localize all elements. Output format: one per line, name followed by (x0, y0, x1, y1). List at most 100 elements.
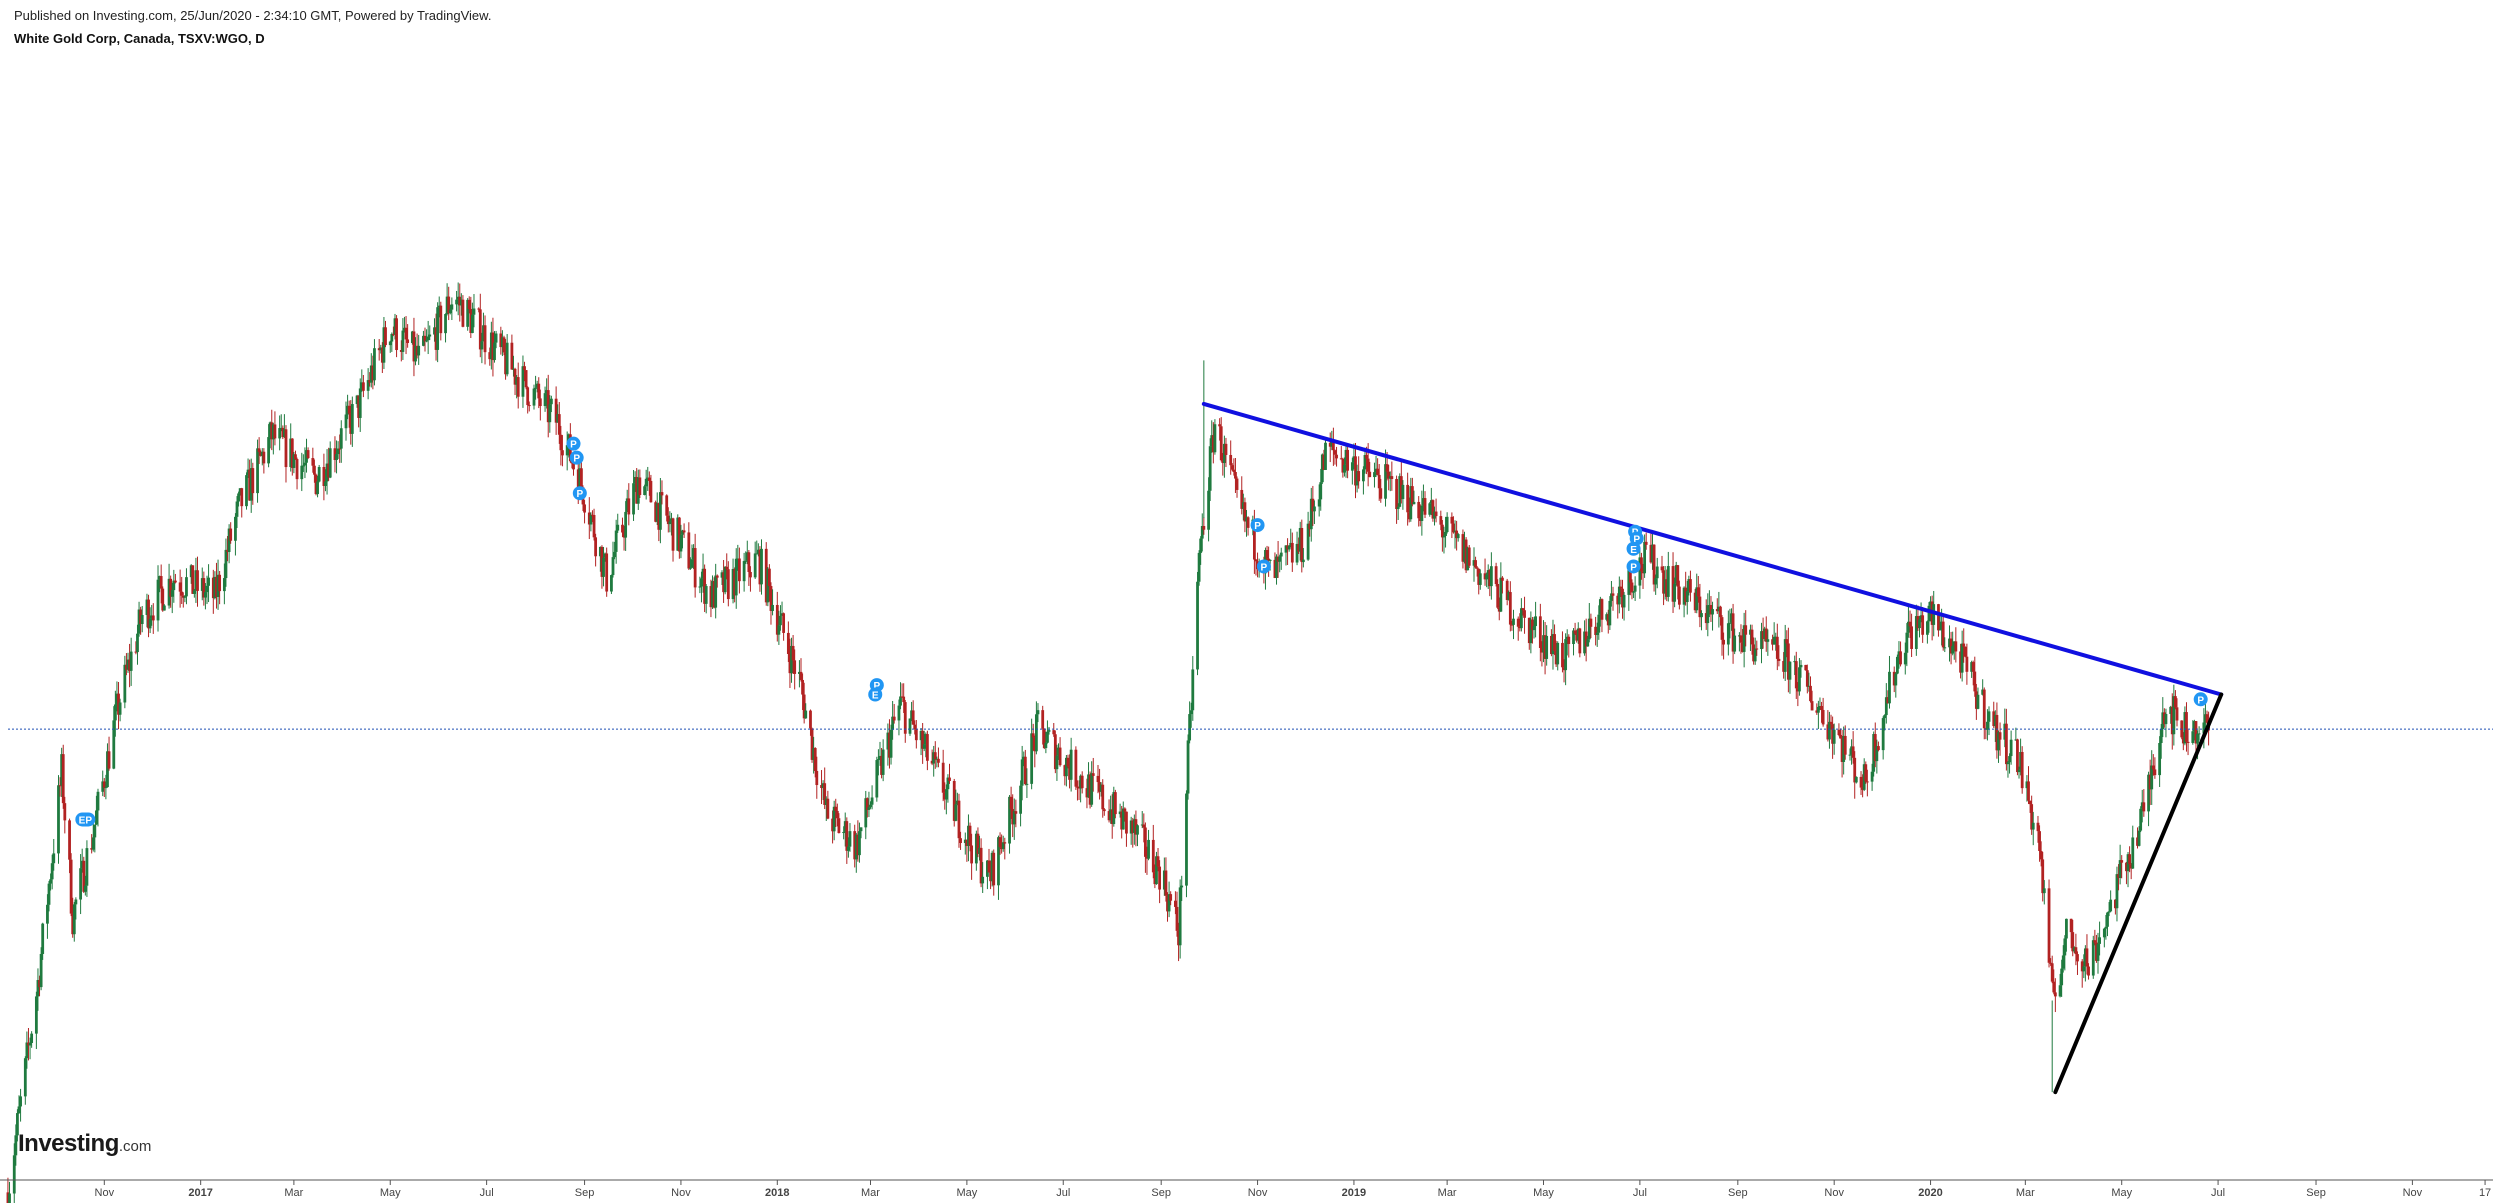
event-marker[interactable]: P (1256, 559, 1271, 574)
candle (325, 449, 329, 495)
candle (246, 458, 250, 478)
candle (2185, 702, 2188, 752)
candle (644, 469, 648, 500)
event-marker[interactable]: P (572, 486, 587, 501)
event-marker-label: P (573, 454, 580, 465)
candle (91, 823, 95, 852)
candle (2158, 736, 2162, 788)
candle (1861, 774, 1865, 798)
candle (2041, 851, 2045, 902)
time-tick-label: May (380, 1187, 401, 1199)
candle (709, 579, 713, 618)
candle (1395, 475, 1398, 524)
candle (859, 827, 863, 839)
candle (1598, 596, 1602, 627)
candle (207, 564, 210, 603)
candle (2025, 775, 2029, 802)
candle (278, 415, 282, 451)
candle (1091, 757, 1095, 792)
candle (1278, 554, 1282, 573)
candle (1276, 540, 1280, 578)
candle (670, 512, 673, 536)
candle (2197, 726, 2201, 741)
candle (1870, 763, 1874, 791)
candle (25, 1031, 29, 1069)
event-marker[interactable]: P (1250, 518, 1265, 533)
candle (1829, 714, 1833, 730)
candle (1423, 491, 1427, 519)
candle (1632, 590, 1635, 599)
candle (1828, 711, 1831, 749)
candle (1807, 672, 1811, 692)
candle (545, 378, 549, 409)
candle (1760, 622, 1763, 664)
candle (95, 795, 98, 825)
candle (470, 302, 474, 334)
candle (1619, 579, 1623, 597)
event-marker[interactable]: P (566, 436, 581, 451)
candle (1098, 768, 1101, 800)
event-marker[interactable]: E (1626, 541, 1641, 556)
candle (946, 774, 950, 803)
support-trendline[interactable] (2053, 692, 2224, 1095)
candle (294, 450, 297, 460)
resistance-trendline[interactable] (1201, 401, 2224, 697)
candle (505, 334, 509, 377)
candle (447, 286, 451, 321)
candle (117, 682, 120, 730)
candle (2186, 729, 2190, 756)
candle (1804, 664, 1808, 671)
event-marker[interactable]: EP (75, 812, 96, 827)
event-marker[interactable]: P (1626, 559, 1641, 574)
candle (313, 459, 316, 483)
candle (1531, 616, 1534, 644)
event-marker[interactable]: P (569, 450, 584, 465)
candle (1881, 716, 1885, 760)
candle (1872, 731, 1876, 777)
candle (289, 423, 293, 472)
candle (2008, 753, 2011, 774)
candle (867, 791, 871, 817)
event-marker-label: P (576, 489, 583, 500)
candle (2087, 963, 2090, 980)
candle (2180, 720, 2184, 740)
candle (1567, 634, 1571, 658)
candle (12, 1143, 16, 1203)
candle (339, 420, 343, 463)
candle (2148, 759, 2152, 806)
candle (1689, 570, 1692, 602)
candle (698, 576, 702, 594)
candle (2020, 746, 2024, 794)
candle (760, 539, 763, 595)
candle (1434, 498, 1438, 523)
event-marker[interactable]: P (2193, 692, 2208, 707)
candle (1085, 778, 1089, 809)
candle (510, 334, 514, 370)
candle (1156, 847, 1160, 872)
candle (1077, 780, 1081, 800)
candle (1410, 477, 1414, 507)
candle (189, 564, 193, 584)
candle (1608, 596, 1612, 631)
candle (1433, 506, 1436, 526)
candle (1586, 635, 1590, 647)
candle (1997, 730, 2000, 763)
candle (1243, 497, 1247, 533)
candle (878, 741, 882, 766)
event-marker-label: EP (79, 815, 93, 826)
time-tick-label: Mar (861, 1187, 880, 1199)
candle (2129, 863, 2133, 880)
candle (347, 400, 351, 428)
candle (679, 524, 683, 559)
candle (1099, 782, 1103, 797)
candle (368, 372, 372, 387)
candle (557, 402, 561, 444)
candle (633, 471, 637, 492)
candle (1673, 577, 1677, 608)
candle (2049, 958, 2053, 966)
candle (616, 513, 620, 533)
candle (126, 652, 130, 673)
event-marker[interactable]: E (868, 687, 883, 702)
candle (2031, 811, 2035, 846)
